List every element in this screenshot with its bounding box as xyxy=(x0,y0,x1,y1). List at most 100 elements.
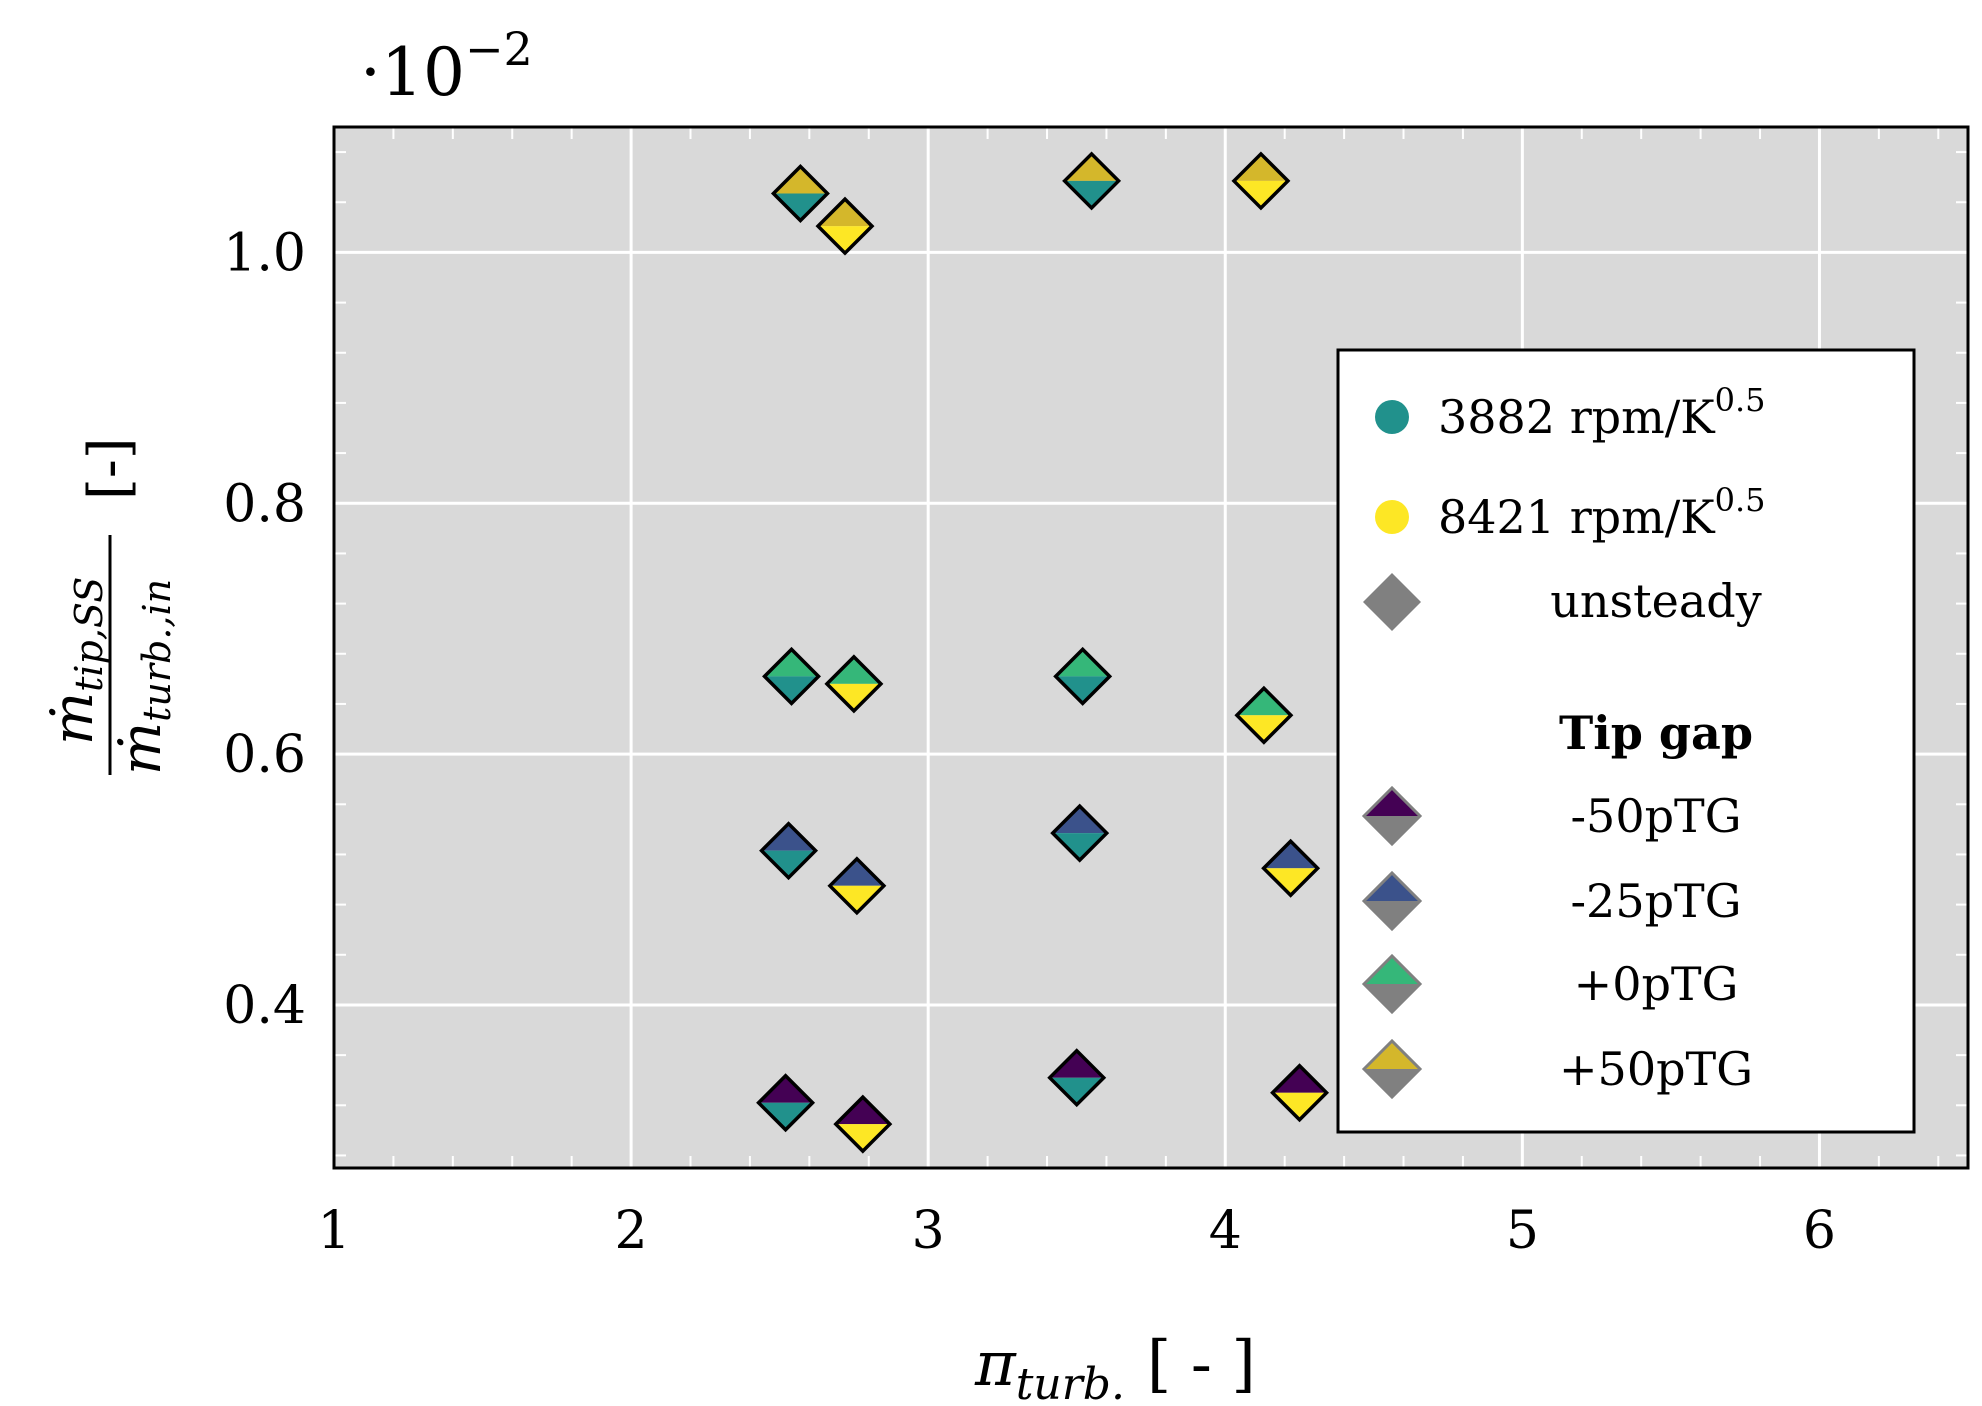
data-point--50pTG xyxy=(756,1073,816,1133)
legend-marker-gap-minus50 xyxy=(1361,785,1423,847)
marker-outline xyxy=(1062,151,1122,211)
data-point--25pTG xyxy=(827,856,887,916)
marker-bottom-half xyxy=(1364,1069,1420,1097)
marker-outline xyxy=(770,163,830,223)
data-point-+0pTG xyxy=(762,646,821,706)
x-tick-label: 1 xyxy=(317,1201,350,1261)
y-axis-label: ṁtip,SS ṁturb.,in [-] xyxy=(41,437,179,775)
marker-top-half xyxy=(1364,873,1420,901)
x-axis-ticks: 1 2 3 4 5 6 xyxy=(317,1201,1836,1261)
marker-outline xyxy=(1361,785,1423,847)
marker-top-half xyxy=(1272,1065,1327,1093)
y-tick-label: 1.0 xyxy=(223,223,306,283)
marker-top-half xyxy=(758,1075,813,1103)
marker-bottom-half xyxy=(1236,715,1291,743)
marker-top-half xyxy=(1364,956,1420,984)
marker-top-half xyxy=(1364,788,1420,816)
marker-outline xyxy=(762,646,821,706)
data-point-+0pTG xyxy=(1234,685,1294,745)
y-tick-label: 0.4 xyxy=(223,976,306,1036)
marker-outline xyxy=(1361,953,1423,1015)
legend-marker-unsteady xyxy=(1363,573,1421,631)
x-tick-label: 4 xyxy=(1209,1201,1242,1261)
marker-bottom-half xyxy=(826,683,881,711)
legend-label-gap-zero: +0pTG xyxy=(1574,957,1739,1011)
data-point-+0pTG xyxy=(1053,646,1113,706)
data-point-+0pTG xyxy=(824,654,884,714)
legend-marker-gap-zero xyxy=(1361,953,1423,1015)
marker-top-half xyxy=(835,1097,890,1125)
data-point-+50pTG xyxy=(1231,151,1291,211)
legend-diamond xyxy=(1361,870,1423,932)
marker-bottom-half xyxy=(829,885,884,913)
marker-top-half xyxy=(817,199,872,227)
marker-outline xyxy=(827,856,887,916)
y-tick-label: 0.8 xyxy=(223,474,306,534)
y-label-numerator: ṁtip,SS xyxy=(41,577,111,745)
legend-label-8421: 8421 rpm/K0.5 xyxy=(1438,481,1766,544)
marker-bottom-half xyxy=(1233,180,1288,208)
x-tick-label: 6 xyxy=(1803,1201,1836,1261)
marker-outline xyxy=(759,821,819,881)
marker-bottom-half xyxy=(1064,180,1119,208)
marker-bottom-half xyxy=(764,676,819,704)
legend-box xyxy=(1336,348,1916,1134)
minor-ticks xyxy=(334,127,1968,1168)
marker-outline xyxy=(824,654,884,714)
data-point-+50pTG xyxy=(770,163,830,223)
marker-outline xyxy=(833,1094,893,1154)
y-axis-ticks: 0.4 0.6 0.8 1.0 xyxy=(223,223,306,1036)
legend-marker-gap-plus50 xyxy=(1361,1038,1423,1100)
plot-frame xyxy=(332,125,1970,1170)
marker-bottom-half xyxy=(835,1124,890,1152)
legend-diamond xyxy=(1361,1038,1423,1100)
x-tick-label: 3 xyxy=(912,1201,945,1261)
marker-bottom-half xyxy=(758,1102,813,1130)
legend-diamond xyxy=(1361,953,1423,1015)
marker-top-half xyxy=(773,166,828,194)
data-point--25pTG xyxy=(1261,838,1321,898)
marker-top-half xyxy=(1064,153,1119,181)
y-tick-label: 0.6 xyxy=(223,725,306,785)
data-point--25pTG xyxy=(759,821,819,881)
data-point--25pTG xyxy=(1050,803,1110,863)
legend-label-unsteady: unsteady xyxy=(1550,574,1761,628)
marker-outline xyxy=(1270,1063,1330,1123)
marker-outline xyxy=(1050,803,1110,863)
marker-top-half xyxy=(1052,806,1107,834)
marker-top-half xyxy=(829,858,884,886)
legend-marker-gap-minus25 xyxy=(1361,870,1423,932)
legend-label-gap-minus25: -25pTG xyxy=(1571,874,1742,928)
legend-marker-3882 xyxy=(1375,400,1409,434)
marker-bottom-half xyxy=(1364,901,1420,929)
data-point--50pTG xyxy=(1270,1063,1330,1123)
marker-bottom-half xyxy=(1272,1092,1327,1120)
marker-outline xyxy=(1261,838,1321,898)
marker-bottom-half xyxy=(773,193,828,221)
marker-outline xyxy=(1047,1048,1107,1108)
marker-bottom-half xyxy=(1055,676,1110,704)
marker-top-half xyxy=(826,656,881,684)
marker-top-half xyxy=(1236,688,1291,716)
legend-label-gap-plus50: +50pTG xyxy=(1559,1042,1753,1096)
data-point-+50pTG xyxy=(1062,151,1122,211)
legend-label-gap-minus50: -50pTG xyxy=(1571,789,1742,843)
marker-bottom-half xyxy=(1364,984,1420,1012)
marker-bottom-half xyxy=(761,850,816,878)
legend-group-title: Tip gap xyxy=(1559,706,1753,760)
marker-outline xyxy=(1234,685,1294,745)
marker-outline xyxy=(1361,870,1423,932)
marker-top-half xyxy=(1049,1050,1104,1078)
marker-bottom-half xyxy=(1049,1077,1104,1105)
axis-exponent: ·10−2 xyxy=(360,22,533,111)
data-point--50pTG xyxy=(833,1094,893,1154)
data-points xyxy=(756,151,1330,1154)
marker-outline xyxy=(756,1073,816,1133)
x-tick-label: 2 xyxy=(615,1201,648,1261)
marker-top-half xyxy=(1364,1041,1420,1069)
legend-diamond xyxy=(1361,785,1423,847)
x-tick-label: 5 xyxy=(1506,1201,1539,1261)
data-point--50pTG xyxy=(1047,1048,1107,1108)
marker-outline xyxy=(1231,151,1291,211)
